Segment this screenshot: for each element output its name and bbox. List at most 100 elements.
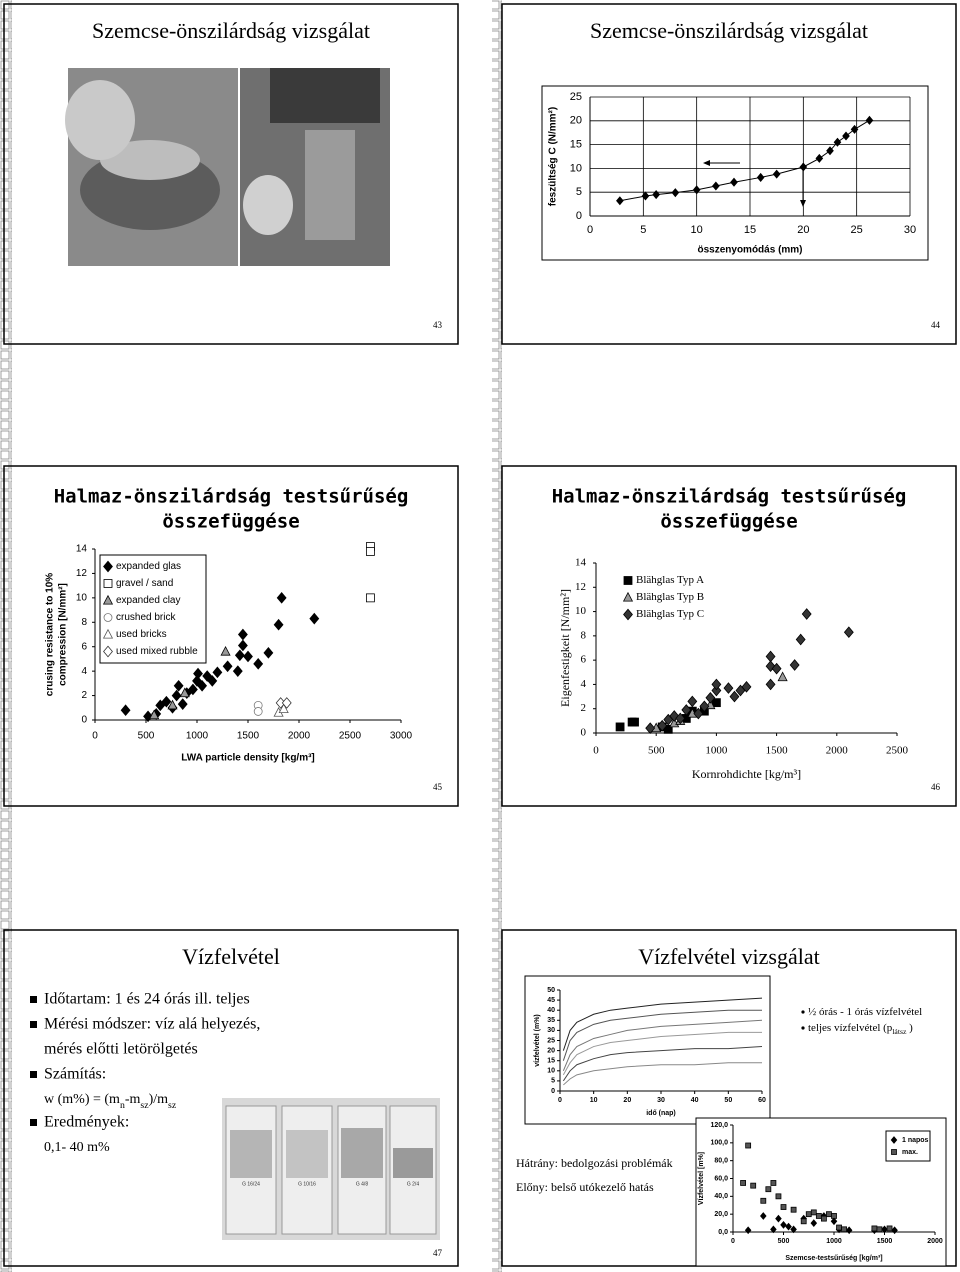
marker: [871, 1225, 878, 1232]
legend-marker: [623, 576, 633, 585]
legend-frame: [99, 554, 207, 664]
marker: [161, 695, 172, 708]
marker: [711, 684, 722, 697]
marker: [278, 703, 289, 714]
list-item-part: n: [120, 1100, 125, 1111]
y-axis-label: Vízfelvétel [m%]: [698, 1152, 705, 1205]
marker: [790, 1206, 797, 1213]
grains: [230, 1130, 272, 1178]
marker: [830, 1217, 838, 1226]
slide-title: Vízfelvétel: [182, 944, 280, 969]
marker: [173, 679, 184, 692]
marker: [833, 137, 842, 147]
legend-label: Blähglas Typ C: [636, 608, 704, 620]
marker: [836, 1224, 842, 1231]
y-tick-label: 14: [575, 557, 587, 569]
y-tick-label: 45: [547, 997, 555, 1004]
y-axis-label: compression [N/mm²]: [58, 583, 69, 686]
photo-label: G 16/24: [242, 1181, 260, 1187]
bullet-text-part: látsz: [892, 1027, 907, 1036]
marker: [212, 666, 223, 679]
list-item-part: -m: [125, 1092, 141, 1107]
x-tick-label: 1500: [237, 731, 260, 742]
edge-pattern: [0, 0, 12, 1272]
slide-title: összefüggése: [660, 511, 797, 533]
photo-label: G 2/4: [407, 1181, 419, 1187]
marker: [276, 592, 287, 604]
note: Előny: belső utókezelő hatás: [516, 1180, 654, 1194]
page-number: 47: [433, 1248, 443, 1258]
y-tick-label: 0: [581, 727, 587, 739]
y-tick-label: 40: [547, 1007, 555, 1014]
marker: [881, 1225, 888, 1234]
marker: [756, 172, 765, 182]
y-tick-label: 50: [547, 987, 555, 994]
x-tick-label: 2500: [886, 745, 909, 757]
page-number: 45: [433, 782, 443, 792]
marker: [616, 196, 624, 206]
list-item: 0,1- 40 m%: [44, 1140, 110, 1155]
marker: [652, 190, 660, 200]
marker: [810, 1219, 818, 1227]
marker: [789, 659, 800, 671]
edge-pattern: [492, 0, 502, 1272]
slide-frame: [501, 3, 957, 345]
marker: [197, 679, 208, 692]
grains: [286, 1130, 328, 1178]
marker: [876, 1226, 883, 1233]
slide-frame: [3, 465, 459, 807]
marker: [886, 1225, 893, 1232]
y-tick-label: 15: [547, 1058, 555, 1065]
marker: [800, 1218, 807, 1225]
legend-label: used mixed rubble: [116, 646, 198, 657]
x-tick-label: 25: [851, 224, 863, 236]
y-tick-label: 10: [547, 1068, 555, 1075]
marker: [750, 1182, 757, 1189]
marker: [760, 1212, 767, 1220]
marker: [765, 678, 776, 691]
marker: [149, 709, 160, 720]
legend-marker: [891, 1149, 897, 1155]
slide-title: Halmaz-önszilárdság testsűrűség: [54, 486, 409, 508]
marker: [744, 1226, 752, 1235]
x-tick-label: 0: [92, 731, 98, 742]
legend-label: gravel / sand: [116, 578, 173, 589]
marker: [795, 633, 806, 646]
marker: [222, 660, 233, 673]
marker: [777, 671, 788, 682]
x-axis-label: Kornrohdichte [kg/m³]: [692, 767, 801, 781]
y-tick-label: 15: [570, 139, 582, 151]
y-tick-label: 10: [575, 605, 587, 617]
marker: [845, 1226, 853, 1235]
marker: [711, 678, 722, 691]
y-axis-label: feszültség C (N/mm²): [548, 107, 559, 206]
marker: [842, 131, 850, 141]
marker: [232, 665, 243, 677]
page-number: 46: [931, 782, 941, 792]
x-tick-label: 500: [648, 745, 665, 757]
y-tick-label: 6: [81, 641, 87, 652]
y-tick-label: 0: [576, 210, 582, 222]
y-tick-label: 0,0: [718, 1229, 728, 1236]
marker: [207, 675, 218, 687]
line: [562, 1031, 762, 1076]
marker: [712, 698, 721, 708]
photo-detail: [100, 140, 200, 180]
bullet: [30, 1119, 37, 1126]
bullet-text-part: teljes vízfelvétel (p: [808, 1022, 893, 1034]
legend-marker: [103, 579, 113, 588]
x-tick-label: 2500: [339, 731, 362, 742]
page-number: 44: [931, 320, 941, 330]
y-tick-label: 35: [547, 1017, 555, 1024]
marker: [821, 1215, 827, 1222]
line: [562, 1046, 763, 1082]
marker: [775, 1214, 782, 1223]
x-tick-label: 1500: [877, 1238, 893, 1245]
x-axis-label: idő (nap): [646, 1110, 676, 1117]
photo-detail: [243, 175, 293, 235]
list-item-part: )/m: [149, 1092, 169, 1107]
bullet-text: ½ órás - 1 órás vízfelvétel: [808, 1006, 922, 1018]
marker: [891, 1226, 898, 1235]
legend-label: expanded clay: [116, 595, 181, 606]
arrow-head: [800, 200, 806, 207]
